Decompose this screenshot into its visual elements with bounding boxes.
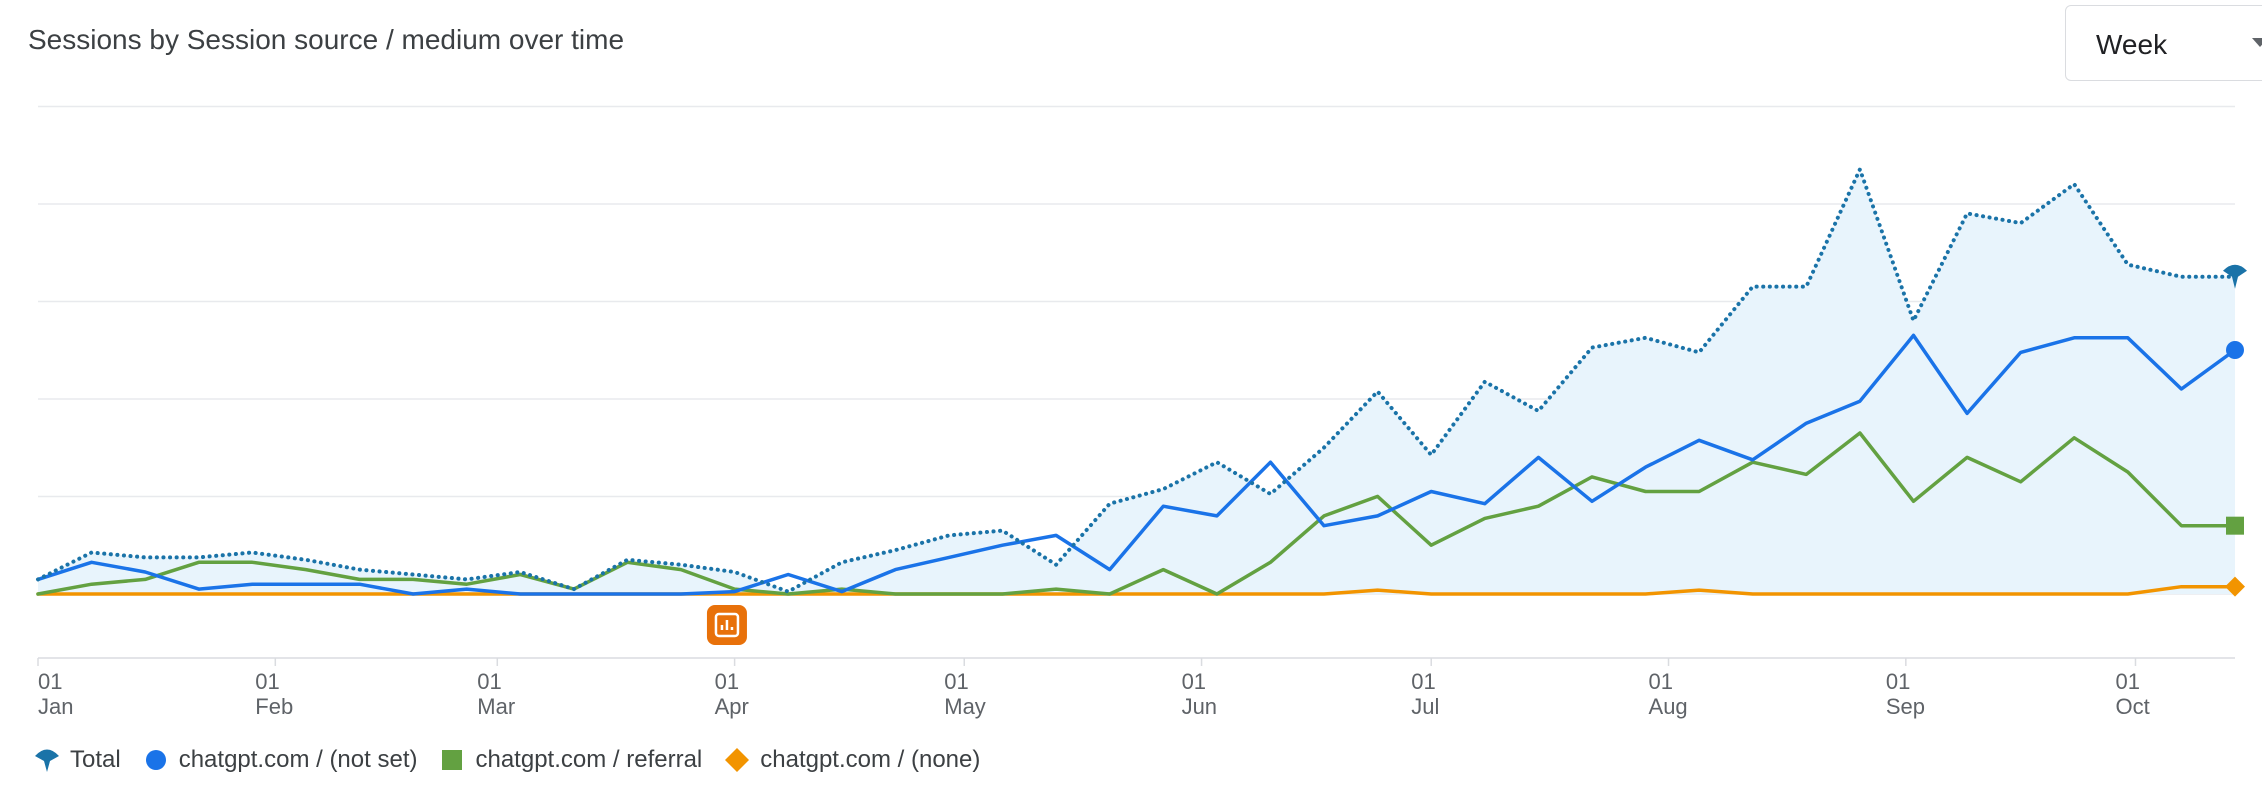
legend-item[interactable]: chatgpt.com / (not set)	[143, 746, 418, 774]
x-tick-day: 01	[1182, 669, 1206, 694]
total-area	[38, 169, 2235, 594]
period-select[interactable]: Week	[2065, 5, 2262, 81]
series-line-2	[36, 431, 2237, 596]
x-axis-ticks: 01Jan01Feb01Mar01Apr01May01Jun01Jul01Aug…	[37, 658, 2150, 719]
x-tick-month: Aug	[1649, 694, 1688, 719]
series-lines	[36, 167, 2237, 596]
x-tick-day: 01	[38, 669, 62, 694]
circle-icon	[145, 750, 166, 770]
series-end-markers	[2223, 264, 2247, 597]
x-tick-day: 01	[1649, 669, 1673, 694]
x-tick-month: Jul	[1411, 694, 1439, 719]
legend-swatch-shape	[725, 748, 750, 772]
series-end-marker-2	[2226, 516, 2244, 535]
series-line-0	[36, 167, 2237, 594]
legend-item[interactable]: Total	[34, 746, 121, 774]
diamond-icon	[725, 748, 750, 772]
legend-label: chatgpt.com / (none)	[760, 746, 981, 773]
chart-legend: Total chatgpt.com / (not set) chatgpt.com …	[34, 744, 1002, 776]
legend-item[interactable]: chatgpt.com / referral	[439, 746, 702, 774]
annotation-marker[interactable]	[706, 605, 747, 645]
x-tick-day: 01	[255, 669, 279, 694]
x-tick-day: 01	[715, 669, 739, 694]
legend-label: chatgpt.com / (not set)	[178, 746, 418, 773]
x-tick-month: Apr	[715, 694, 749, 719]
series-end-marker-0	[2223, 264, 2247, 289]
x-tick-day: 01	[944, 669, 968, 694]
series-end-marker-3	[2225, 576, 2245, 597]
x-tick-day: 01	[1886, 669, 1910, 694]
x-tick-month: Mar	[477, 694, 515, 719]
period-select-value: Week	[2096, 29, 2168, 60]
x-tick-month: Jan	[38, 694, 73, 719]
legend-swatch-shape	[35, 749, 59, 772]
legend-swatch-shape	[442, 750, 463, 770]
legend-label: Total	[70, 746, 121, 773]
x-tick-day: 01	[477, 669, 501, 694]
chart-title: Sessions by Session source / medium over…	[28, 24, 625, 55]
x-tick-month: Oct	[2115, 694, 2149, 719]
pin-icon	[35, 749, 59, 772]
x-tick-month: Sep	[1886, 694, 1925, 719]
series-line-1	[36, 333, 2237, 596]
x-tick-day: 01	[1411, 669, 1435, 694]
annotation-icon[interactable]	[706, 605, 747, 645]
series-end-marker-1	[2226, 341, 2244, 359]
legend-label: chatgpt.com / referral	[475, 746, 703, 773]
annotation-icon-frame	[714, 612, 740, 638]
x-tick-month: Feb	[255, 694, 293, 719]
chevron-down-icon	[2252, 38, 2262, 47]
square-icon	[442, 750, 463, 770]
x-tick-month: May	[944, 694, 986, 719]
x-tick-month: Jun	[1182, 694, 1217, 719]
legend-item[interactable]: chatgpt.com / (none)	[724, 746, 980, 774]
legend-swatch-shape	[145, 750, 166, 770]
x-tick-day: 01	[2115, 669, 2139, 694]
total-area-fill	[38, 169, 2235, 594]
